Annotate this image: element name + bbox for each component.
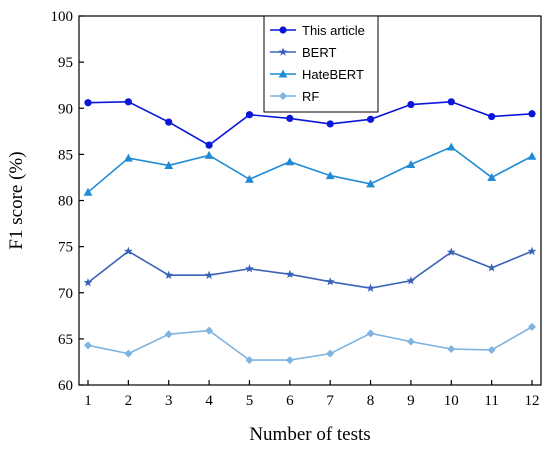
series-rf: [84, 322, 536, 365]
legend-label-bert: BERT: [302, 45, 336, 60]
data-point-bert: [446, 247, 456, 256]
data-point-this-article: [84, 99, 92, 107]
x-axis-title: Number of tests: [249, 424, 370, 445]
y-tick-label: 65: [58, 332, 73, 348]
legend-item-hatebert: HateBERT: [270, 67, 364, 82]
data-point-bert: [83, 278, 93, 287]
data-point-bert: [164, 270, 174, 279]
legend-item-bert: BERT: [270, 45, 336, 60]
series-hatebert: [83, 142, 537, 196]
series-line-bert: [87, 250, 533, 289]
x-tick-label: 12: [525, 393, 540, 409]
data-point-rf: [285, 356, 294, 365]
x-tick-label: 8: [367, 393, 375, 409]
x-tick-label: 7: [326, 393, 334, 409]
data-point-bert: [325, 277, 335, 286]
data-point-this-article: [488, 112, 496, 121]
data-point-bert: [366, 283, 375, 292]
series-line-hatebert: [87, 146, 533, 193]
x-tick-label: 4: [205, 393, 213, 409]
data-point-bert: [527, 246, 537, 255]
x-tick-label: 11: [484, 393, 498, 409]
data-point-bert: [123, 246, 133, 255]
data-point-rf: [205, 326, 214, 335]
data-point-rf: [406, 337, 415, 346]
x-tick-label: 3: [165, 393, 173, 409]
legend-label-this-article: This article: [302, 23, 365, 38]
data-point-this-article: [205, 141, 213, 149]
plot-layer: [83, 98, 537, 365]
x-tick-label: 2: [125, 393, 133, 409]
data-point-this-article: [447, 98, 455, 106]
data-point-rf: [447, 345, 456, 354]
data-point-this-article: [528, 110, 536, 118]
data-point-this-article: [124, 98, 132, 106]
data-point-rf: [528, 322, 536, 331]
y-tick-label: 70: [58, 286, 73, 302]
data-point-hatebert: [204, 150, 214, 159]
x-tick-label: 10: [444, 393, 459, 409]
data-point-hatebert: [245, 174, 254, 183]
series-line-rf: [87, 326, 533, 361]
data-point-rf: [84, 341, 92, 350]
data-point-this-article: [326, 120, 334, 128]
data-point-this-article: [286, 114, 294, 122]
legend-label-rf: RF: [302, 89, 319, 104]
series-line-this-article: [87, 100, 533, 147]
data-point-hatebert: [487, 173, 497, 181]
legend-marker-rf: [279, 92, 287, 100]
y-tick-label: 100: [51, 9, 74, 25]
y-tick-label: 75: [58, 240, 73, 256]
y-tick-label: 95: [58, 55, 73, 71]
data-point-this-article: [366, 115, 375, 123]
legend: This article BERT HateBERT RF: [263, 15, 379, 113]
data-point-this-article: [407, 100, 415, 109]
data-point-this-article: [245, 111, 254, 119]
y-tick-label: 60: [58, 378, 73, 394]
x-tick-label: 1: [84, 393, 92, 409]
data-point-hatebert: [446, 142, 456, 151]
data-point-rf: [326, 349, 335, 358]
data-point-hatebert: [406, 160, 416, 169]
data-point-hatebert: [325, 171, 335, 180]
data-point-this-article: [165, 118, 173, 126]
data-point-rf: [366, 329, 375, 338]
data-point-bert: [487, 263, 497, 272]
y-tick-label: 90: [58, 101, 73, 117]
legend-item-rf: RF: [270, 89, 319, 104]
data-point-rf: [164, 330, 173, 339]
legend-marker-bert: [278, 47, 288, 56]
legend-marker-this-article: [279, 26, 287, 34]
series-this-article: [84, 98, 536, 149]
data-point-rf: [124, 349, 133, 358]
data-point-bert: [285, 269, 295, 279]
y-tick-label: 80: [58, 194, 73, 210]
data-point-hatebert: [83, 187, 93, 196]
data-point-bert: [245, 264, 254, 273]
series-bert: [83, 246, 537, 292]
y-tick-label: 85: [58, 147, 73, 163]
legend-label-hatebert: HateBERT: [302, 67, 364, 82]
y-axis-title: F1 score (%): [6, 151, 27, 249]
legend-marker-hatebert: [278, 69, 288, 78]
data-point-bert: [204, 270, 214, 279]
x-tick-label: 5: [246, 393, 254, 409]
data-point-hatebert: [366, 179, 375, 188]
data-point-hatebert: [527, 151, 537, 160]
data-point-rf: [487, 345, 496, 354]
data-point-hatebert: [285, 157, 295, 166]
data-point-rf: [245, 356, 254, 365]
x-tick-label: 9: [407, 393, 415, 409]
data-point-hatebert: [164, 161, 174, 169]
data-point-hatebert: [123, 153, 133, 162]
legend-item-this-article: This article: [270, 23, 365, 38]
data-point-bert: [406, 276, 416, 285]
x-tick-label: 6: [286, 393, 294, 409]
